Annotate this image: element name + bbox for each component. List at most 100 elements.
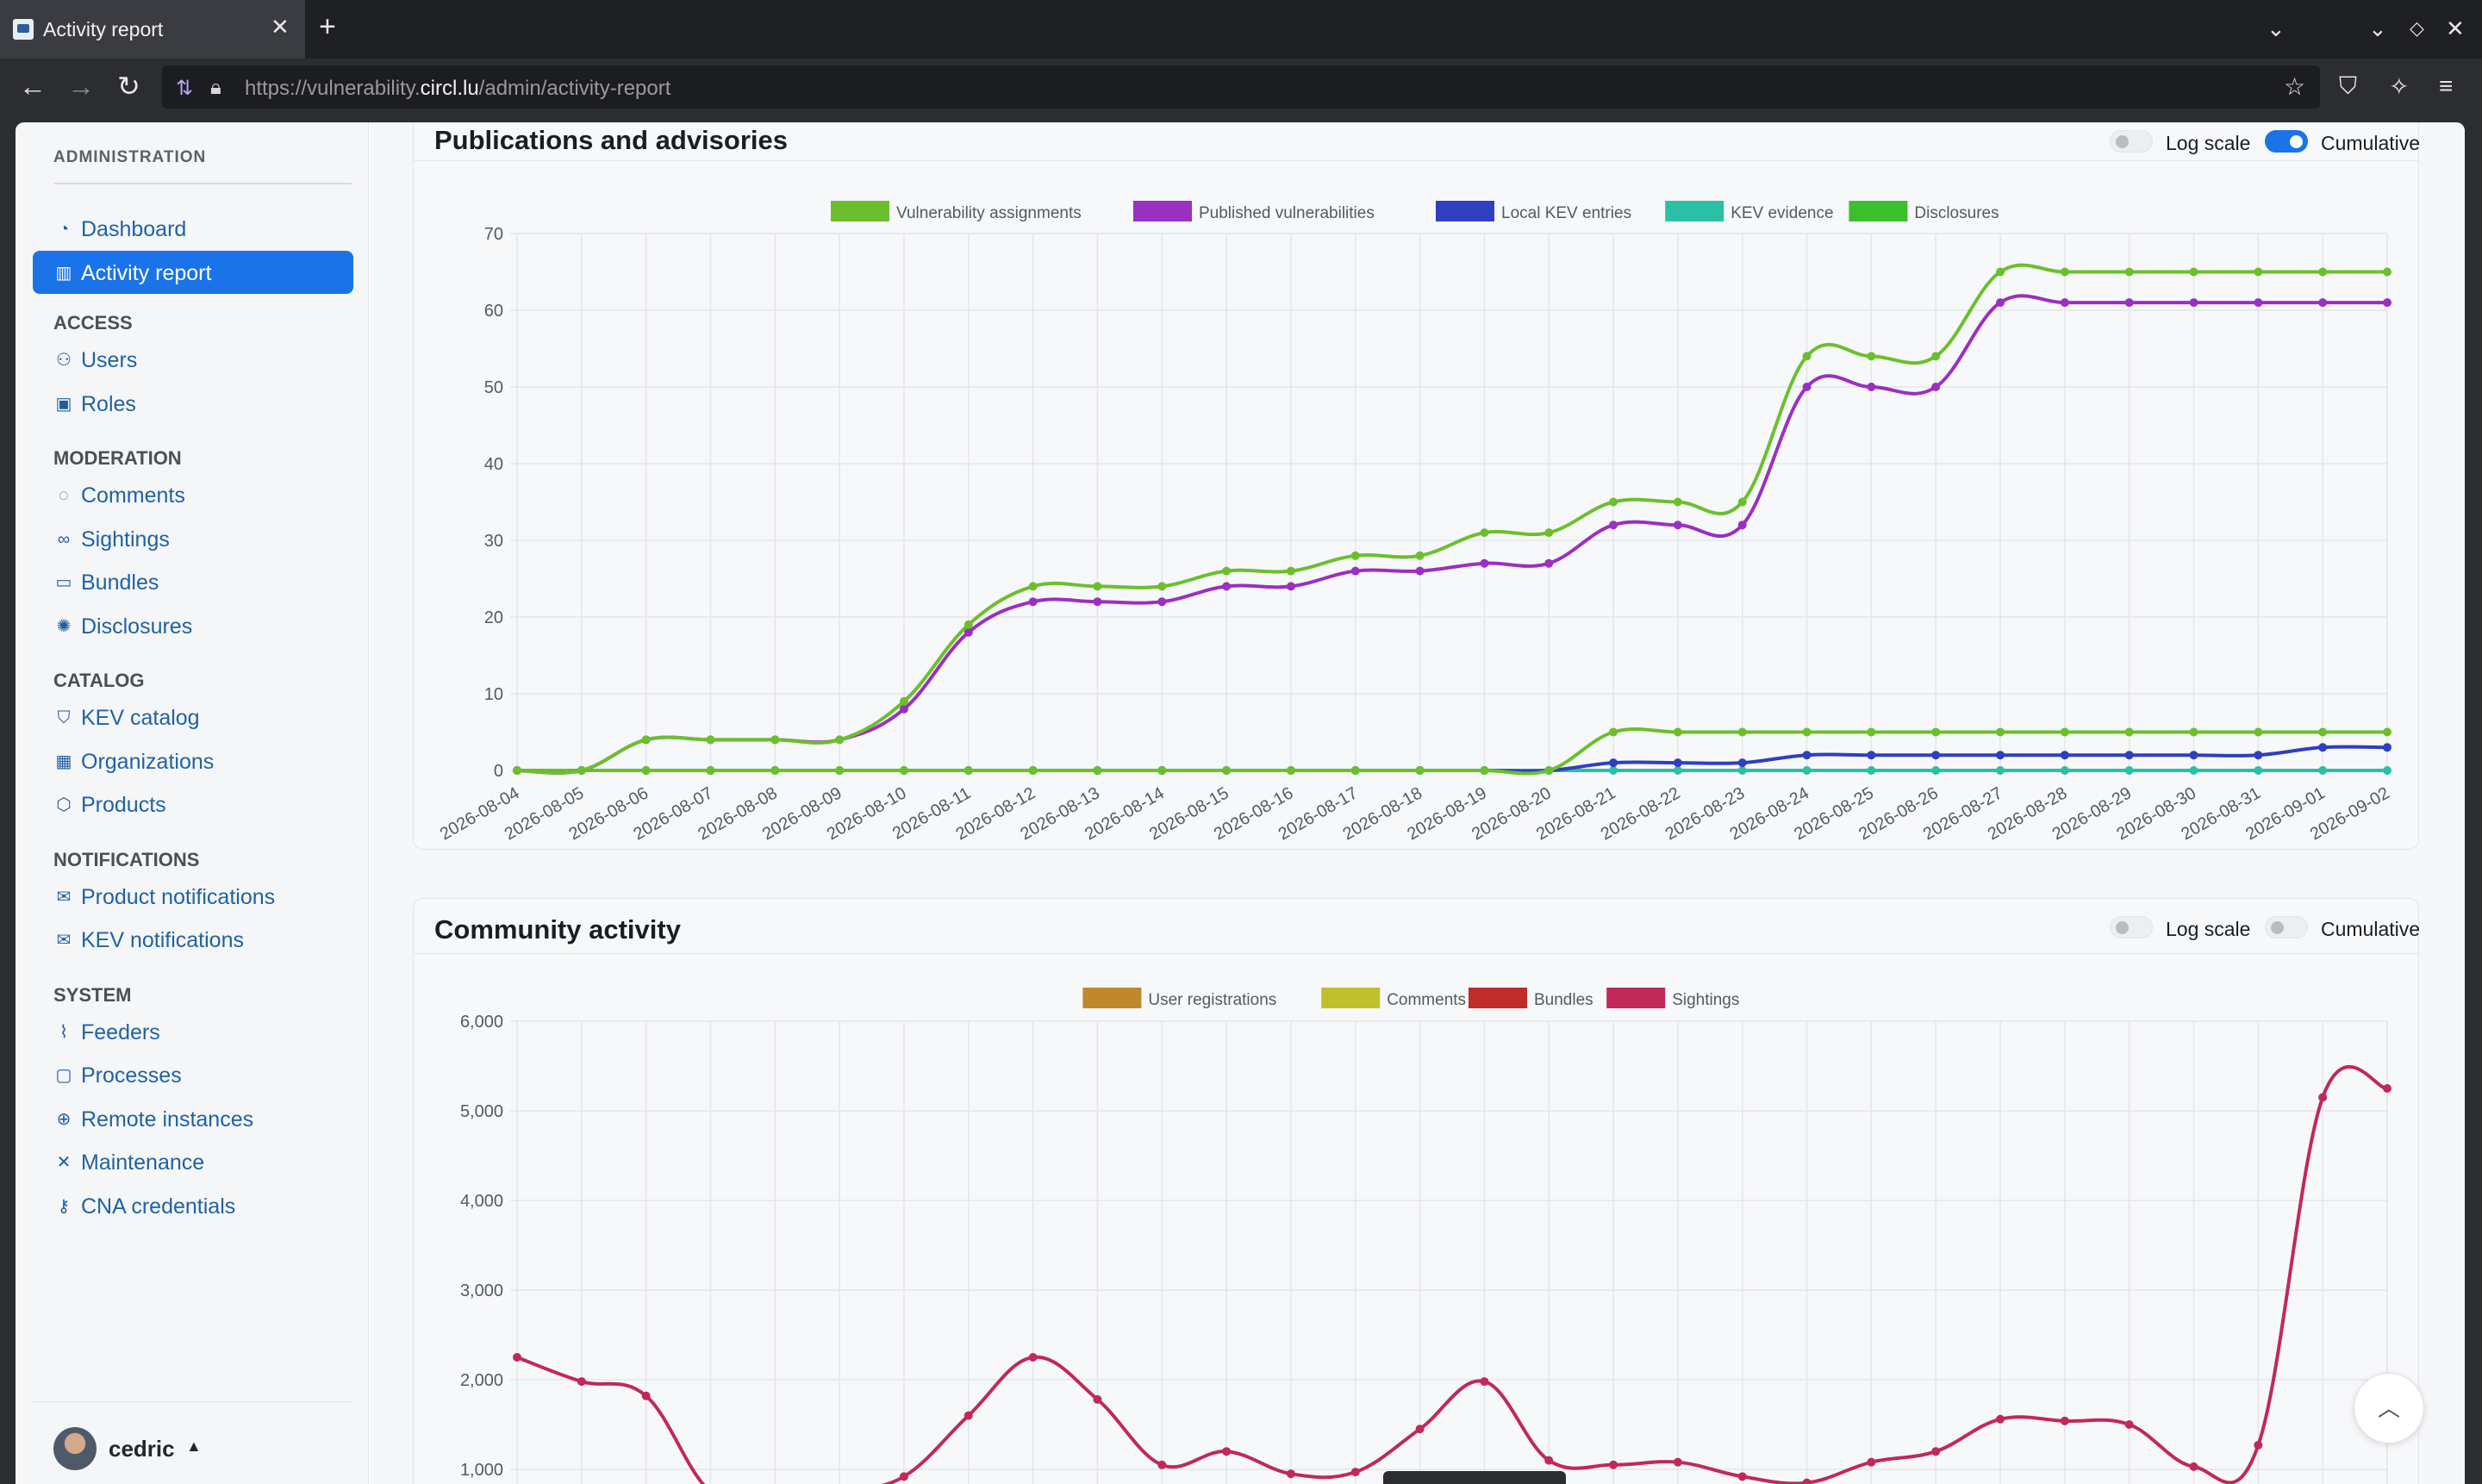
sidebar-item-label: Disclosures	[81, 614, 193, 639]
data-point	[1867, 766, 1876, 775]
sidebar-item-sightings[interactable]: ∞ Sightings	[33, 517, 353, 560]
sidebar-item-label: Activity report	[81, 261, 212, 285]
data-point	[1931, 383, 1941, 391]
data-point	[2124, 727, 2134, 737]
tab-list-icon[interactable]: ⌄	[2267, 16, 2286, 41]
series-line-published-vulnerabilities	[516, 294, 2387, 775]
url-bar[interactable]: ⇅ 🔒︎ https://vulnerability.circl.lu/admi…	[162, 65, 2320, 109]
menu-icon[interactable]: ≡	[2439, 72, 2454, 99]
sidebar-item-maintenance[interactable]: ✕ Maintenance	[33, 1140, 353, 1183]
maximize-icon[interactable]: ◇	[2410, 17, 2424, 39]
tab-title: Activity report	[43, 18, 164, 41]
data-point	[2254, 751, 2263, 760]
sidebar-item-dashboard[interactable]: ◔ Dashboard	[33, 207, 353, 250]
y-tick-label: 40	[484, 455, 503, 474]
sidebar-item-cna-credentials[interactable]: ⚷ CNA credentials	[33, 1184, 353, 1227]
data-point	[2124, 1420, 2134, 1429]
sidebar-section-system: SYSTEM	[53, 983, 132, 1006]
sidebar-item-label: Products	[81, 793, 166, 817]
cumulative-toggle[interactable]	[2265, 916, 2308, 938]
site-info-icon[interactable]: ⇅	[176, 77, 194, 100]
log-scale-toggle[interactable]	[2110, 916, 2153, 938]
caret-up-icon[interactable]: ▲	[186, 1437, 202, 1455]
sidebar-item-label: Processes	[81, 1063, 182, 1088]
sidebar-item-roles[interactable]: ▣ Roles	[33, 382, 353, 425]
data-point	[1286, 566, 1295, 576]
browser-tab[interactable]: Activity report ✕	[0, 0, 305, 59]
data-point	[2254, 298, 2263, 308]
sidebar-item-feeders[interactable]: ⌇ Feeders	[33, 1010, 353, 1053]
sidebar-item-product-notifications[interactable]: ✉ Product notifications	[33, 875, 353, 918]
y-tick-label: 10	[484, 685, 503, 704]
sidebar-item-disclosures[interactable]: ✺ Disclosures	[33, 604, 353, 647]
data-point	[1996, 751, 2005, 760]
data-point	[1415, 1425, 1425, 1434]
sidebar-item-remote-instances[interactable]: ⊕ Remote instances	[33, 1097, 353, 1140]
globe-icon: ⊕	[56, 1109, 72, 1129]
envelope-icon: ✉	[56, 887, 72, 907]
pub-legend-swatch	[1436, 201, 1494, 221]
data-point	[1415, 766, 1425, 775]
data-point	[1867, 383, 1876, 391]
data-point	[835, 735, 845, 745]
sidebar-item-label: Users	[81, 348, 138, 372]
sidebar-item-comments[interactable]: ◌ Comments	[33, 473, 353, 516]
data-point	[2318, 727, 2328, 737]
sidebar-item-processes[interactable]: ▢ Processes	[33, 1053, 353, 1096]
sidebar-item-activity-report[interactable]: ▥ Activity report	[33, 251, 353, 294]
browser-navbar: ← → ↻ ⇅ 🔒︎ https://vulnerability.circl.l…	[0, 59, 2482, 115]
data-point	[1802, 751, 1812, 760]
reload-icon[interactable]: ↻	[117, 71, 140, 102]
sidebar-item-kev-catalog[interactable]: ⛉ KEV catalog	[33, 695, 353, 739]
data-point	[1867, 1457, 1876, 1467]
y-tick-label: 0	[494, 762, 503, 781]
cumulative-label: Cumulative	[2321, 132, 2421, 154]
data-point	[2318, 1093, 2328, 1102]
bug-icon: ✺	[56, 616, 72, 636]
cumulative-toggle[interactable]	[2265, 130, 2308, 153]
extensions-icon[interactable]: ✧	[2389, 73, 2410, 100]
data-point	[770, 735, 780, 745]
data-point	[1996, 298, 2005, 308]
lock-icon[interactable]: 🔒︎	[210, 76, 221, 99]
sidebar-item-organizations[interactable]: ▦ Organizations	[33, 739, 353, 783]
sidebar-item-products[interactable]: ⬡ Products	[33, 783, 353, 826]
data-point	[899, 696, 908, 706]
sidebar-item-kev-notifications[interactable]: ✉ KEV notifications	[33, 918, 353, 961]
new-tab-button[interactable]: +	[319, 10, 336, 43]
data-point	[2189, 1462, 2198, 1471]
sidebar-item-users[interactable]: ⚇ Users	[33, 338, 353, 381]
scroll-to-top-button[interactable]: ︿	[2354, 1373, 2424, 1443]
sidebar-item-bundles[interactable]: ▭ Bundles	[33, 560, 353, 603]
log-scale-label: Log scale	[2166, 918, 2251, 940]
bookmark-star-icon[interactable]: ☆	[2284, 73, 2306, 100]
series-line-local-kev-entries	[516, 745, 2388, 773]
data-point	[1350, 766, 1360, 775]
badge-icon: ▣	[55, 394, 72, 414]
data-point	[2318, 743, 2328, 752]
url-domain: circl.lu	[420, 77, 479, 100]
forward-icon[interactable]: →	[67, 71, 95, 102]
back-icon[interactable]: ←	[19, 71, 47, 102]
data-point	[1673, 497, 1682, 507]
avatar[interactable]	[53, 1427, 97, 1470]
data-point	[706, 735, 715, 745]
envelope-dot-icon: ✉	[56, 931, 72, 950]
sidebar-item-label: Roles	[81, 391, 136, 416]
url-text[interactable]: https://vulnerability.circl.lu/admin/act…	[245, 77, 670, 101]
data-point	[1737, 1472, 1747, 1481]
log-scale-toggle[interactable]	[2110, 130, 2153, 153]
data-point	[1996, 766, 2005, 775]
user-name[interactable]: cedric	[109, 1436, 175, 1462]
tab-close-icon[interactable]: ✕	[271, 14, 290, 40]
minimize-icon[interactable]: ⌄	[2368, 16, 2387, 41]
sidebar-item-label: Comments	[81, 483, 185, 508]
shield-icon[interactable]: ⛉	[2339, 72, 2358, 99]
close-window-icon[interactable]: ✕	[2446, 16, 2465, 41]
data-point	[2254, 727, 2263, 737]
data-point	[1609, 497, 1618, 507]
data-point	[2189, 267, 2198, 277]
log-scale-label: Log scale	[2166, 132, 2251, 154]
data-point	[1093, 597, 1102, 607]
data-point	[1996, 267, 2005, 277]
